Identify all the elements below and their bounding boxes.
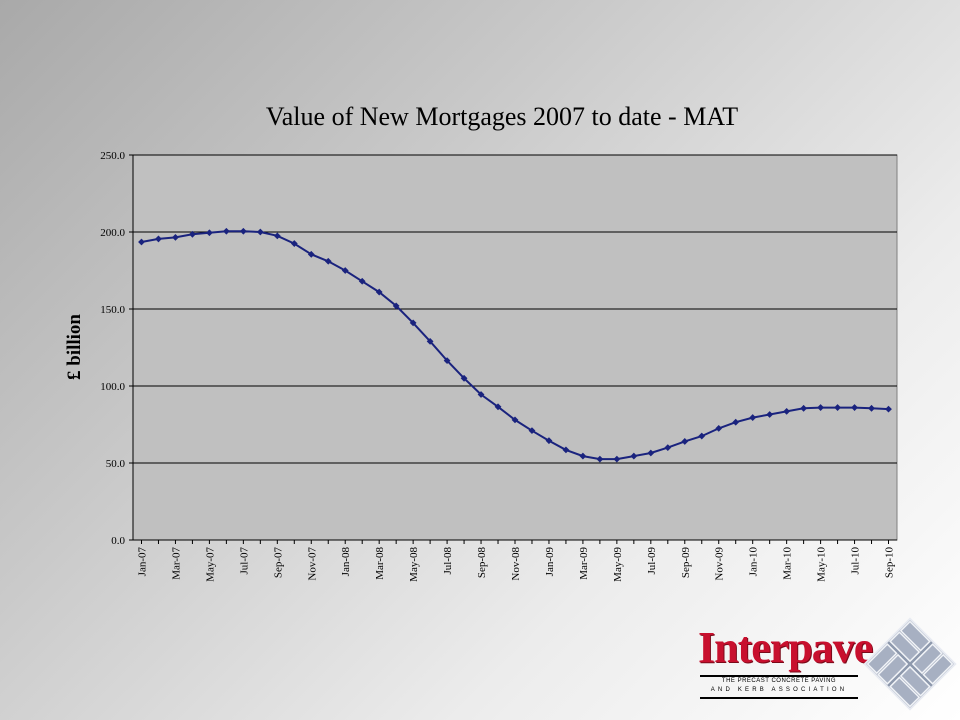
paving-tile-icon bbox=[863, 617, 957, 711]
x-tick-label: Jan-08 bbox=[340, 547, 352, 577]
data-point bbox=[715, 424, 723, 432]
data-point bbox=[783, 408, 791, 415]
x-tick-label: Jan-07 bbox=[136, 547, 148, 577]
data-point bbox=[155, 235, 162, 243]
data-point bbox=[358, 277, 366, 285]
data-point bbox=[766, 411, 774, 418]
x-tick-label: May-09 bbox=[612, 547, 624, 582]
data-point bbox=[273, 232, 281, 240]
data-point bbox=[749, 414, 757, 421]
data-point bbox=[324, 257, 332, 265]
y-axis-label: £ billion bbox=[64, 314, 85, 380]
data-point bbox=[851, 404, 858, 411]
data-point bbox=[307, 250, 315, 258]
logo-tagline-2: AND KERB ASSOCIATION bbox=[710, 687, 848, 693]
plot-background bbox=[132, 154, 898, 541]
logo-tagline-1: THE PRECAST CONCRETE PAVING bbox=[721, 678, 837, 684]
data-point bbox=[834, 404, 841, 411]
logo-wordmark: Interpave bbox=[698, 623, 873, 672]
x-tick-label: Jul-09 bbox=[646, 547, 658, 575]
chart: Value of New Mortgages 2007 to date - MA… bbox=[64, 102, 898, 582]
data-point bbox=[256, 228, 264, 236]
x-tick-label: Jan-10 bbox=[748, 547, 760, 577]
y-tick-label: 100.0 bbox=[100, 381, 125, 393]
x-tick-label: Sep-10 bbox=[884, 547, 896, 579]
data-point bbox=[189, 230, 196, 238]
chart-title: Value of New Mortgages 2007 to date - MA… bbox=[266, 102, 738, 131]
x-tick-label: Nov-09 bbox=[714, 547, 726, 581]
x-tick-label: Mar-10 bbox=[782, 547, 794, 580]
x-tick-label: Nov-08 bbox=[510, 547, 522, 581]
data-point bbox=[613, 455, 621, 463]
x-tick-label: Sep-09 bbox=[680, 547, 692, 579]
data-point bbox=[664, 444, 672, 451]
data-point bbox=[409, 319, 417, 327]
data-point bbox=[222, 227, 230, 235]
data-point bbox=[206, 229, 213, 237]
x-tick-label: Jul-08 bbox=[442, 547, 454, 575]
data-point bbox=[868, 404, 875, 412]
y-tick-label: 150.0 bbox=[100, 304, 125, 316]
y-tick-label: 0.0 bbox=[111, 535, 125, 547]
data-point bbox=[426, 337, 434, 345]
interpave-logo: Interpave THE PRECAST CONCRETE PAVING AN… bbox=[690, 612, 960, 720]
y-tick-label: 250.0 bbox=[100, 150, 125, 162]
data-point bbox=[341, 267, 349, 274]
data-point bbox=[460, 374, 468, 382]
y-tick-label: 50.0 bbox=[106, 458, 126, 470]
data-point bbox=[511, 416, 519, 424]
x-tick-label: Jul-10 bbox=[850, 547, 862, 575]
data-point bbox=[732, 418, 740, 426]
data-point bbox=[596, 455, 604, 463]
data-point bbox=[477, 391, 485, 398]
data-point bbox=[443, 357, 451, 364]
x-tick-label: Mar-09 bbox=[578, 547, 590, 580]
data-point bbox=[528, 427, 536, 435]
data-point bbox=[885, 405, 892, 413]
plot-area: 0.0 50.0 100.0 150.0 200.0 250.0 Jan-07 Mar-07 M… bbox=[100, 150, 898, 582]
data-point bbox=[579, 452, 587, 460]
logo-rule-top bbox=[700, 675, 858, 677]
data-point bbox=[630, 452, 638, 460]
data-point bbox=[817, 404, 824, 411]
data-point bbox=[562, 446, 570, 454]
x-tick-label: May-08 bbox=[408, 547, 420, 582]
data-point bbox=[800, 404, 808, 412]
data-point bbox=[698, 432, 706, 440]
data-point bbox=[545, 437, 553, 445]
data-point bbox=[647, 449, 655, 457]
logo-rule-bottom bbox=[700, 697, 858, 699]
y-tick-label: 200.0 bbox=[100, 227, 125, 239]
data-point bbox=[290, 240, 298, 247]
data-point bbox=[375, 288, 383, 296]
data-point bbox=[681, 438, 689, 445]
data-point bbox=[138, 238, 145, 246]
data-point bbox=[172, 233, 179, 241]
x-tick-label: Sep-07 bbox=[272, 547, 284, 579]
data-point bbox=[392, 302, 400, 310]
x-tick-label: Nov-07 bbox=[306, 547, 318, 581]
data-point bbox=[239, 227, 247, 235]
x-tick-label: May-07 bbox=[204, 547, 216, 582]
x-tick-label: Mar-07 bbox=[170, 547, 182, 580]
x-tick-label: Mar-08 bbox=[374, 547, 386, 580]
x-tick-label: Jan-09 bbox=[544, 547, 556, 577]
x-tick-label: May-10 bbox=[816, 547, 828, 582]
data-point bbox=[494, 403, 502, 411]
x-tick-label: Jul-07 bbox=[238, 547, 250, 575]
x-tick-label: Sep-08 bbox=[476, 547, 488, 579]
